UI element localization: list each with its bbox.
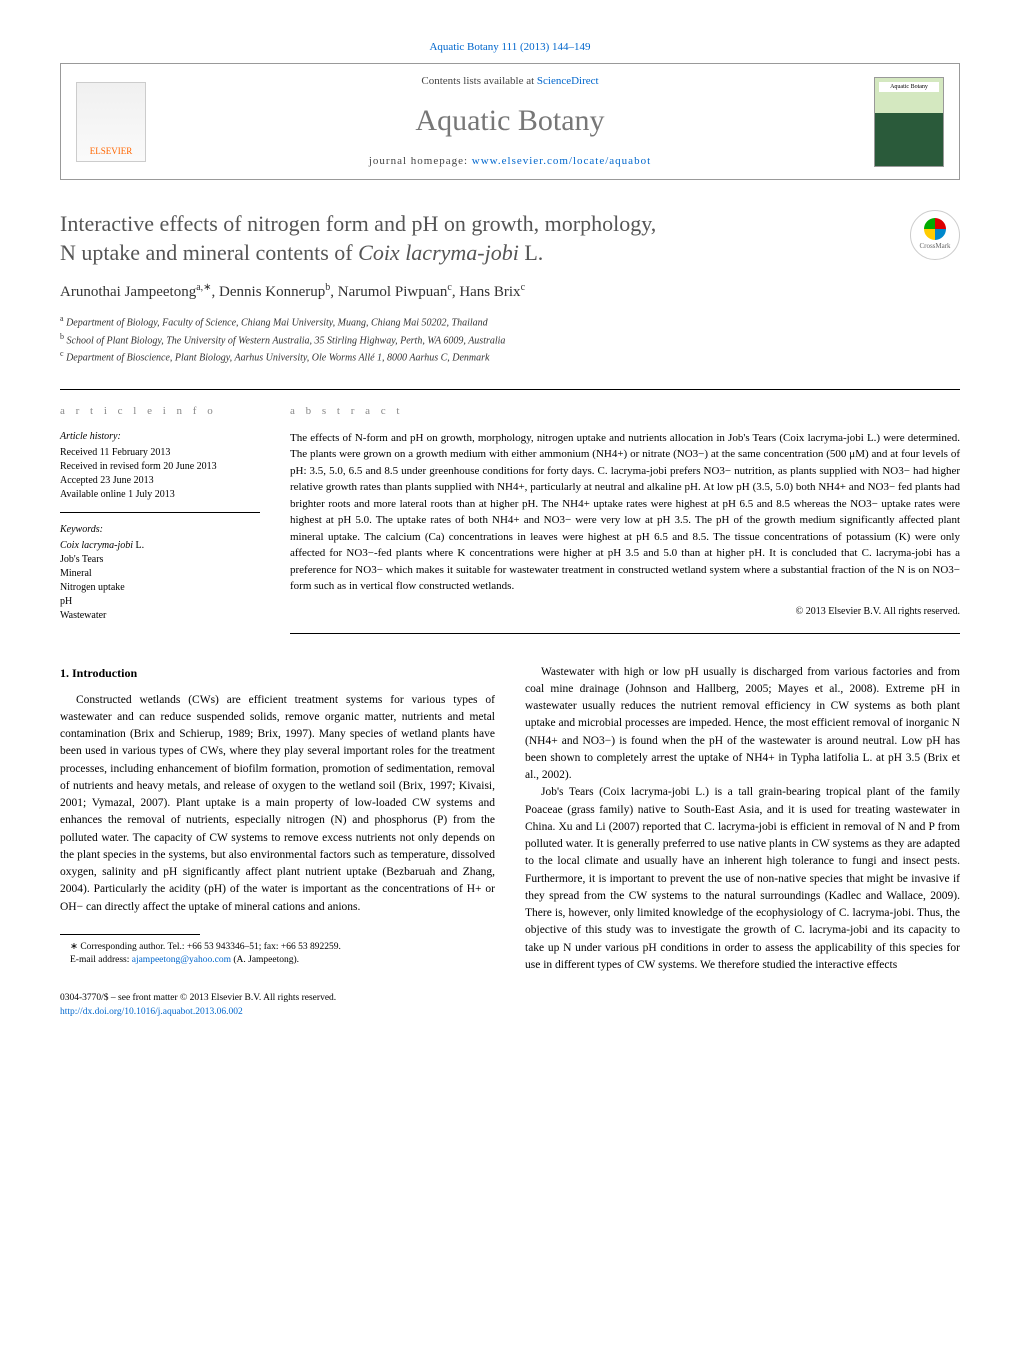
history-block: Article history: Received 11 February 20… — [60, 430, 260, 513]
affiliation-b: b School of Plant Biology, The Universit… — [60, 331, 960, 348]
body-columns: 1. Introduction Constructed wetlands (CW… — [60, 664, 960, 975]
title-row: Interactive effects of nitrogen form and… — [60, 210, 960, 267]
contents-line: Contents lists available at ScienceDirec… — [146, 74, 874, 89]
body-col2-p1: Wastewater with high or low pH usually i… — [525, 664, 960, 785]
keyword-4: Nitrogen uptake — [60, 581, 260, 595]
keyword-1-post: L. — [133, 540, 144, 551]
body-col2-p2: Job's Tears (Coix lacryma-jobi L.) is a … — [525, 784, 960, 974]
crossmark-label: CrossMark — [919, 242, 950, 252]
footnote-email-link[interactable]: ajampeetong@yahoo.com — [132, 955, 231, 965]
elsevier-logo: ELSEVIER — [76, 82, 146, 162]
abstract-heading: a b s t r a c t — [290, 404, 960, 419]
header-center: Contents lists available at ScienceDirec… — [146, 74, 874, 169]
footer-issn: 0304-3770/$ – see front matter © 2013 El… — [60, 992, 960, 1005]
author-2: Dennis Konnerup — [219, 284, 325, 300]
author-1: Arunothai Jampeetong — [60, 284, 196, 300]
history-received: Received 11 February 2013 — [60, 446, 260, 460]
crossmark-badge[interactable]: CrossMark — [910, 210, 960, 260]
article-info: a r t i c l e i n f o Article history: R… — [60, 404, 260, 633]
title-line1: Interactive effects of nitrogen form and… — [60, 211, 656, 236]
keyword-2: Job's Tears — [60, 553, 260, 567]
homepage-link[interactable]: www.elsevier.com/locate/aquabot — [472, 155, 651, 167]
author-4: Hans Brix — [459, 284, 520, 300]
footnote-email-post: (A. Jampeetong). — [231, 955, 299, 965]
history-online: Available online 1 July 2013 — [60, 488, 260, 502]
section-1-heading: 1. Introduction — [60, 664, 495, 682]
contents-label: Contents lists available at — [421, 75, 534, 87]
title-line2-post: L. — [519, 240, 543, 265]
footer-doi[interactable]: http://dx.doi.org/10.1016/j.aquabot.2013… — [60, 1006, 960, 1019]
author-2-sup: b — [325, 282, 330, 293]
article-info-heading: a r t i c l e i n f o — [60, 404, 260, 419]
info-abstract-row: a r t i c l e i n f o Article history: R… — [60, 389, 960, 633]
title-line2-pre: N uptake and mineral contents of — [60, 240, 358, 265]
homepage-label: journal homepage: — [369, 155, 468, 167]
keyword-1: Coix lacryma-jobi L. — [60, 539, 260, 553]
journal-cover-label: Aquatic Botany — [879, 82, 939, 92]
sciencedirect-link[interactable]: ScienceDirect — [537, 75, 599, 87]
homepage-line: journal homepage: www.elsevier.com/locat… — [146, 154, 874, 169]
body-column-right: Wastewater with high or low pH usually i… — [525, 664, 960, 975]
keyword-5: pH — [60, 595, 260, 609]
keyword-3: Mineral — [60, 567, 260, 581]
affiliation-c-text: Department of Bioscience, Plant Biology,… — [66, 352, 489, 363]
paper-title: Interactive effects of nitrogen form and… — [60, 210, 900, 267]
affiliation-c: c Department of Bioscience, Plant Biolog… — [60, 348, 960, 365]
affiliation-b-text: School of Plant Biology, The University … — [67, 335, 506, 346]
footer: 0304-3770/$ – see front matter © 2013 El… — [60, 992, 960, 1019]
footnote-separator — [60, 934, 200, 935]
footnote-email: E-mail address: ajampeetong@yahoo.com (A… — [60, 954, 495, 967]
keyword-6: Wastewater — [60, 609, 260, 623]
body-column-left: 1. Introduction Constructed wetlands (CW… — [60, 664, 495, 975]
author-3-sup: c — [447, 282, 451, 293]
author-4-sup: c — [521, 282, 525, 293]
abstract-text: The effects of N-form and pH on growth, … — [290, 430, 960, 595]
footnote-email-label: E-mail address: — [70, 955, 129, 965]
journal-name: Aquatic Botany — [146, 100, 874, 142]
journal-cover: Aquatic Botany — [874, 77, 944, 167]
abstract-copyright: © 2013 Elsevier B.V. All rights reserved… — [290, 605, 960, 619]
keywords-label: Keywords: — [60, 523, 260, 537]
crossmark-icon — [924, 218, 946, 240]
abstract-column: a b s t r a c t The effects of N-form an… — [290, 404, 960, 633]
affiliation-a: a Department of Biology, Faculty of Scie… — [60, 313, 960, 330]
footnote-corresponding: ∗ Corresponding author. Tel.: +66 53 943… — [60, 941, 495, 954]
author-1-sup: a,∗ — [196, 282, 211, 293]
authors: Arunothai Jampeetonga,∗, Dennis Konnerup… — [60, 281, 960, 303]
header-citation: Aquatic Botany 111 (2013) 144–149 — [60, 40, 960, 55]
history-label: Article history: — [60, 430, 260, 444]
body-col1-p1: Constructed wetlands (CWs) are efficient… — [60, 692, 495, 916]
history-revised: Received in revised form 20 June 2013 — [60, 460, 260, 474]
keyword-1-italic: Coix lacryma-jobi — [60, 540, 133, 551]
history-accepted: Accepted 23 June 2013 — [60, 474, 260, 488]
header-box: ELSEVIER Contents lists available at Sci… — [60, 63, 960, 180]
affiliations: a Department of Biology, Faculty of Scie… — [60, 313, 960, 365]
author-3: Narumol Piwpuan — [338, 284, 448, 300]
title-line2-italic: Coix lacryma-jobi — [358, 240, 519, 265]
affiliation-a-text: Department of Biology, Faculty of Scienc… — [66, 318, 488, 329]
